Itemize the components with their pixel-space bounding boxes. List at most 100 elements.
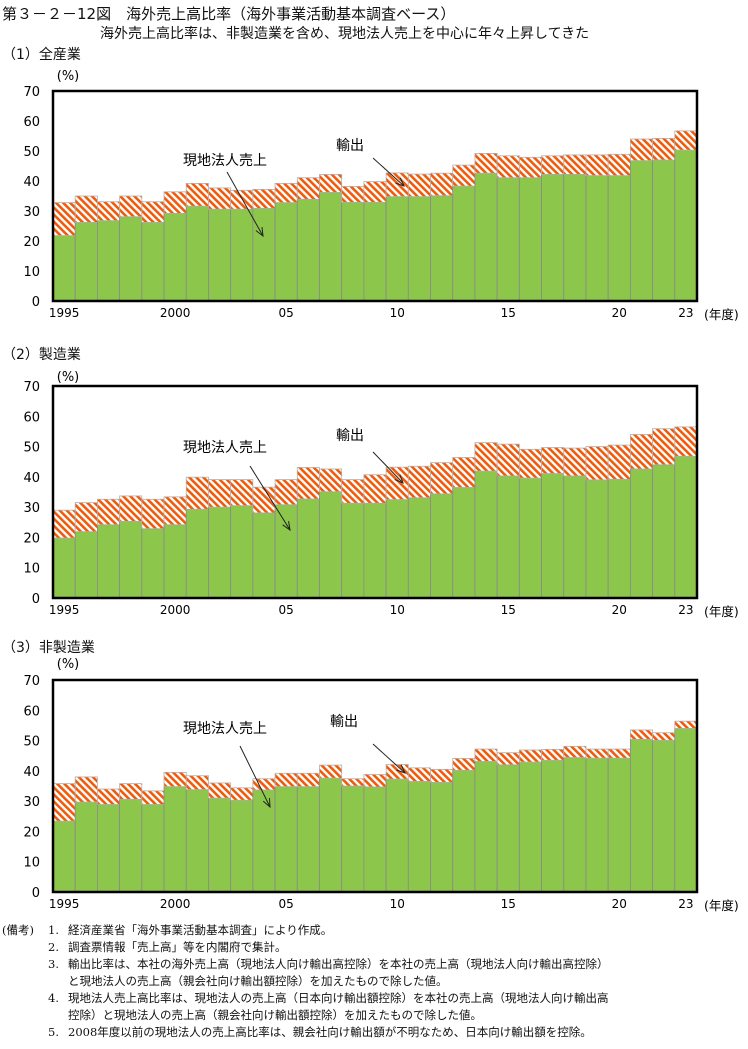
bar-local-sales-1996 bbox=[74, 531, 98, 599]
bar-local-sales-2023 bbox=[674, 728, 698, 893]
bar-exports-2012 bbox=[430, 462, 454, 495]
y-tick-label: 50 bbox=[23, 441, 40, 456]
bar-local-sales-2008 bbox=[341, 785, 365, 893]
bar-local-sales-2000 bbox=[163, 524, 187, 599]
bar-local-sales-2002 bbox=[208, 506, 232, 599]
bar-local-sales-1995 bbox=[52, 537, 76, 599]
note-text: 2008年度以前の現地法人の売上高比率は、親会社向け輸出額が不明なため、日本向け… bbox=[68, 1025, 592, 1039]
bar-local-sales-2018 bbox=[563, 173, 587, 302]
bar-exports-2014 bbox=[474, 748, 498, 762]
bar-local-sales-1997 bbox=[97, 524, 121, 599]
y-tick-label: 50 bbox=[23, 145, 40, 160]
bar-exports-2022 bbox=[652, 428, 676, 466]
bar-local-sales-2018 bbox=[563, 475, 587, 599]
bar-local-sales-2014 bbox=[474, 172, 498, 302]
exports-arrow bbox=[372, 743, 406, 774]
bar-local-sales-2022 bbox=[652, 739, 676, 893]
y-tick-label: 0 bbox=[32, 886, 40, 901]
bar-local-sales-2021 bbox=[629, 468, 653, 599]
bar-exports-2023 bbox=[674, 720, 698, 729]
y-tick-label: 30 bbox=[23, 205, 40, 220]
bar-local-sales-2002 bbox=[208, 797, 232, 893]
series-label-local-sales: 現地法人売上 bbox=[183, 153, 267, 169]
bar-local-sales-2005 bbox=[274, 202, 298, 302]
bar-local-sales-2019 bbox=[585, 757, 609, 893]
bar-exports-2011 bbox=[407, 173, 431, 198]
notes: (備考) 1. 経済産業省「海外事業活動基本調査」により作成。 2. 調査票情報「売上… bbox=[2, 922, 609, 1041]
bar-exports-2009 bbox=[363, 774, 387, 788]
bar-exports-1995 bbox=[52, 783, 76, 822]
bar-local-sales-2003 bbox=[230, 799, 254, 893]
y-tick-label: 40 bbox=[23, 471, 40, 486]
bar-exports-2004 bbox=[252, 188, 276, 209]
x-tick-label: 23 bbox=[678, 897, 693, 911]
bar-exports-2000 bbox=[163, 191, 187, 214]
x-axis-unit: (年度) bbox=[704, 898, 739, 913]
y-tick-label: 20 bbox=[23, 531, 40, 546]
plot-frame bbox=[51, 384, 699, 600]
note-3: 3. 輸出比率は、本社の海外売上高（現地法人向け輸出高控除）を本社の売上高（現地法… bbox=[2, 956, 609, 973]
bar-exports-2002 bbox=[208, 479, 232, 508]
x-tick-label: 1995 bbox=[49, 897, 80, 911]
bar-local-sales-2005 bbox=[274, 504, 298, 599]
x-tick-label: 20 bbox=[612, 897, 627, 911]
bar-local-sales-2013 bbox=[452, 769, 476, 893]
bar-local-sales-2009 bbox=[363, 502, 387, 599]
bar-exports-2013 bbox=[452, 457, 476, 488]
bar-local-sales-2017 bbox=[541, 173, 565, 302]
bar-exports-2000 bbox=[163, 496, 187, 526]
y-tick-label: 20 bbox=[23, 825, 40, 840]
y-tick-label: 60 bbox=[23, 115, 40, 130]
local-sales-arrow bbox=[249, 465, 291, 531]
bar-exports-2020 bbox=[607, 153, 631, 177]
y-tick-label: 10 bbox=[23, 856, 40, 871]
note-text: 輸出比率は、本社の海外売上高（現地法人向け輸出高控除）を本社の売上高（現地法人向… bbox=[68, 957, 609, 971]
bar-local-sales-2008 bbox=[341, 502, 365, 599]
bar-exports-2014 bbox=[474, 152, 498, 174]
bar-local-sales-2022 bbox=[652, 159, 676, 302]
bar-local-sales-2011 bbox=[407, 196, 431, 302]
bar-local-sales-2009 bbox=[363, 786, 387, 893]
x-tick-label: 20 bbox=[612, 603, 627, 617]
y-tick-label: 50 bbox=[23, 735, 40, 750]
bar-local-sales-2015 bbox=[496, 764, 520, 893]
x-tick-label: 20 bbox=[612, 306, 627, 320]
bar-local-sales-1997 bbox=[97, 804, 121, 893]
bar-local-sales-2002 bbox=[208, 208, 232, 302]
bar-local-sales-2016 bbox=[518, 477, 542, 599]
bar-local-sales-2017 bbox=[541, 473, 565, 599]
bar-local-sales-1999 bbox=[141, 528, 165, 599]
local-sales-arrow bbox=[239, 745, 271, 808]
bar-exports-2006 bbox=[296, 467, 320, 500]
exports-arrow-head bbox=[394, 474, 404, 484]
y-tick-label: 30 bbox=[23, 501, 40, 516]
bar-local-sales-2006 bbox=[296, 498, 320, 599]
bar-local-sales-2012 bbox=[430, 195, 454, 302]
bar-exports-2023 bbox=[674, 426, 698, 457]
y-tick-label: 70 bbox=[23, 85, 40, 100]
x-tick-label: 05 bbox=[279, 897, 294, 911]
bar-exports-2018 bbox=[563, 447, 587, 477]
bar-exports-2017 bbox=[541, 748, 565, 761]
bar-local-sales-2018 bbox=[563, 757, 587, 893]
bar-local-sales-2014 bbox=[474, 470, 498, 599]
note-text: 経済産業省「海外事業活動基本調査」により作成。 bbox=[68, 923, 333, 937]
bar-local-sales-2013 bbox=[452, 185, 476, 302]
bar-local-sales-1996 bbox=[74, 801, 98, 893]
bar-exports-1996 bbox=[74, 195, 98, 223]
note-text: 現地法人売上高比率は、現地法人の売上高（日本向け輸出額控除）を本社の売上高（現地… bbox=[68, 991, 609, 1005]
panel-title-all-industries: （1）全産業 bbox=[2, 47, 81, 63]
bar-exports-1995 bbox=[52, 509, 76, 539]
bar-local-sales-2000 bbox=[163, 212, 187, 302]
bar-local-sales-2016 bbox=[518, 177, 542, 302]
note-4: 4. 現地法人売上高比率は、現地法人の売上高（日本向け輸出額控除）を本社の売上高（… bbox=[2, 990, 609, 1007]
bar-exports-1997 bbox=[97, 788, 121, 805]
bar-exports-2018 bbox=[563, 154, 587, 175]
y-tick-label: 70 bbox=[23, 380, 40, 395]
bar-exports-2021 bbox=[629, 729, 653, 740]
bar-exports-1998 bbox=[119, 783, 143, 800]
x-tick-label: 1995 bbox=[49, 306, 80, 320]
bar-exports-2015 bbox=[496, 443, 520, 477]
note-number: 1. bbox=[48, 923, 59, 937]
